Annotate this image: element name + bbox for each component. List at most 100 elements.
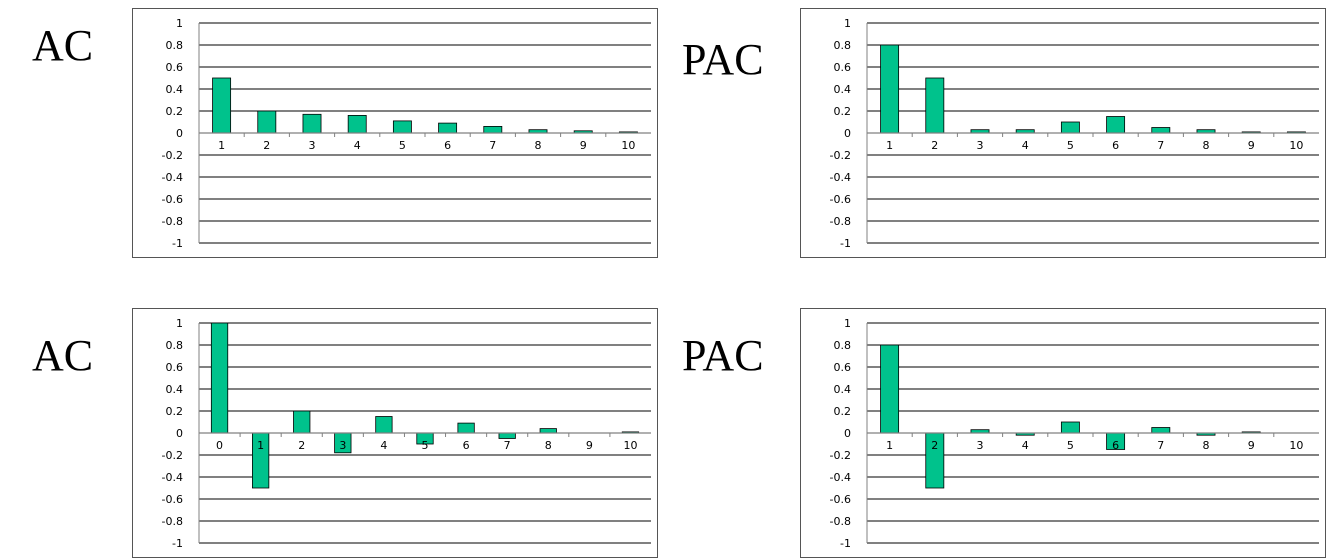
bar	[293, 410, 311, 434]
y-tick-label: 1	[844, 317, 851, 330]
y-tick-label: 1	[176, 317, 183, 330]
y-tick-label: -0.2	[830, 449, 851, 462]
chart-panel-ac-bottom: 1 0.8 0.6 0.4 0.2 0 -0.2 -0.4 -0.6 -0.8 -1 0 1 2 3 4 5 6 7…	[132, 308, 658, 558]
x-tick-label: 3	[339, 439, 346, 452]
y-tick-label: 0.2	[834, 105, 852, 118]
x-tick-label: 6	[444, 139, 451, 152]
x-tick-label: 3	[309, 139, 316, 152]
chart-panel-pac-bottom: 1 0.8 0.6 0.4 0.2 0 -0.2 -0.4 -0.6 -0.8 -1 1 2 3 4 5 6 7 8…	[800, 308, 1326, 558]
x-tick-label: 5	[399, 139, 406, 152]
x-tick-label: 10	[621, 139, 635, 152]
x-tick-label: 10	[1289, 139, 1303, 152]
bar	[257, 110, 277, 134]
y-tick-label: -0.8	[162, 215, 183, 228]
y-tick-label: 0.8	[834, 339, 852, 352]
x-tick-label: 9	[1248, 139, 1255, 152]
y-tick-label: -0.4	[162, 171, 183, 184]
chart-title-pac-top: PAC	[682, 35, 764, 84]
x-tick-label: 1	[257, 439, 264, 452]
x-tick-label: 2	[263, 139, 270, 152]
bar	[880, 344, 900, 434]
x-tick-label: 8	[535, 139, 542, 152]
y-tick-label: 0.6	[834, 61, 852, 74]
x-tick-label: 6	[463, 439, 470, 452]
bar	[457, 422, 475, 434]
bar	[1060, 121, 1080, 134]
y-tick-label: 0.2	[166, 105, 184, 118]
bar	[1151, 127, 1171, 134]
x-tick-label: 8	[1203, 139, 1210, 152]
y-tick-label: 0	[176, 427, 183, 440]
x-tick-label: 6	[1112, 139, 1119, 152]
chart-panel-pac-top: 1 0.8 0.6 0.4 0.2 0 -0.2 -0.4 -0.6 -0.8 -1 1 2 3 4 5 6 7 8…	[800, 8, 1326, 258]
x-tick-label: 2	[931, 139, 938, 152]
bar	[438, 122, 458, 134]
chart-title-pac-bottom: PAC	[682, 331, 764, 380]
y-tick-label: -1	[840, 537, 851, 550]
x-tick-label: 5	[1067, 139, 1074, 152]
bar	[302, 113, 322, 134]
bar	[392, 120, 412, 134]
chart-panel-ac-top: 1 0.8 0.6 0.4 0.2 0 -0.2 -0.4 -0.6 -0.8 -1 1 2 3 4 5 6 7 8…	[132, 8, 658, 258]
bar	[880, 44, 900, 134]
chart-title-ac-top: AC	[32, 21, 94, 70]
y-tick-label: 0.4	[834, 383, 852, 396]
y-tick-label: -1	[172, 537, 183, 550]
x-tick-label: 2	[931, 439, 938, 452]
x-tick-label: 9	[1248, 439, 1255, 452]
chart-svg: 1 0.8 0.6 0.4 0.2 0 -0.2 -0.4 -0.6 -0.8 -1 1 2 3 4 5 6 7 8…	[830, 17, 1319, 250]
chart-svg: 1 0.8 0.6 0.4 0.2 0 -0.2 -0.4 -0.6 -0.8 -1 1 2 3 4 5 6 7 8…	[162, 17, 651, 250]
x-tick-label: 0	[216, 439, 223, 452]
y-tick-label: 0.2	[166, 405, 184, 418]
x-tick-label: 4	[354, 139, 361, 152]
y-tick-label: 0.8	[834, 39, 852, 52]
x-tick-label: 4	[1022, 139, 1029, 152]
y-tick-label: -0.6	[830, 193, 851, 206]
x-tick-label: 1	[886, 139, 893, 152]
y-tick-label: 0.8	[166, 39, 184, 52]
bar	[347, 115, 367, 134]
x-tick-label: 7	[489, 139, 496, 152]
x-tick-label: 9	[586, 439, 593, 452]
x-tick-label: 10	[623, 439, 637, 452]
y-tick-label: -0.6	[830, 493, 851, 506]
x-tick-label: 7	[1157, 439, 1164, 452]
chart-svg: 1 0.8 0.6 0.4 0.2 0 -0.2 -0.4 -0.6 -0.8 -1 1 2 3 4 5 6 7 8…	[830, 317, 1319, 550]
bar	[483, 126, 503, 134]
y-tick-label: 0.4	[166, 83, 184, 96]
y-tick-label: 0	[176, 127, 183, 140]
y-tick-label: 0.6	[834, 361, 852, 374]
y-tick-label: 1	[844, 17, 851, 30]
x-tick-label: 4	[1022, 439, 1029, 452]
bar	[539, 428, 557, 434]
y-tick-label: -0.4	[162, 471, 183, 484]
y-tick-label: 0.6	[166, 61, 184, 74]
bar	[925, 77, 945, 134]
y-tick-label: -0.8	[162, 515, 183, 528]
x-tick-label: 7	[504, 439, 511, 452]
x-tick-label: 5	[1067, 439, 1074, 452]
y-tick-label: -0.8	[830, 515, 851, 528]
y-tick-label: -0.4	[830, 471, 851, 484]
x-tick-label: 6	[1112, 439, 1119, 452]
x-tick-label: 1	[218, 139, 225, 152]
bar	[498, 432, 516, 439]
y-tick-label: -1	[840, 237, 851, 250]
y-tick-label: -1	[172, 237, 183, 250]
x-tick-label: 5	[422, 439, 429, 452]
bar	[212, 77, 232, 134]
chart-title-ac-bottom: AC	[32, 331, 94, 380]
bar	[375, 416, 393, 434]
bar	[1060, 421, 1080, 434]
x-tick-label: 1	[886, 439, 893, 452]
y-tick-label: -0.6	[162, 493, 183, 506]
y-tick-label: 0.4	[834, 83, 852, 96]
x-tick-label: 2	[298, 439, 305, 452]
y-tick-label: -0.2	[830, 149, 851, 162]
bar	[1151, 427, 1171, 434]
y-tick-label: 0.2	[834, 405, 852, 418]
x-tick-label: 10	[1289, 439, 1303, 452]
x-tick-label: 9	[580, 139, 587, 152]
chart-svg: 1 0.8 0.6 0.4 0.2 0 -0.2 -0.4 -0.6 -0.8 -1 0 1 2 3 4 5 6 7…	[162, 317, 651, 550]
x-tick-label: 7	[1157, 139, 1164, 152]
